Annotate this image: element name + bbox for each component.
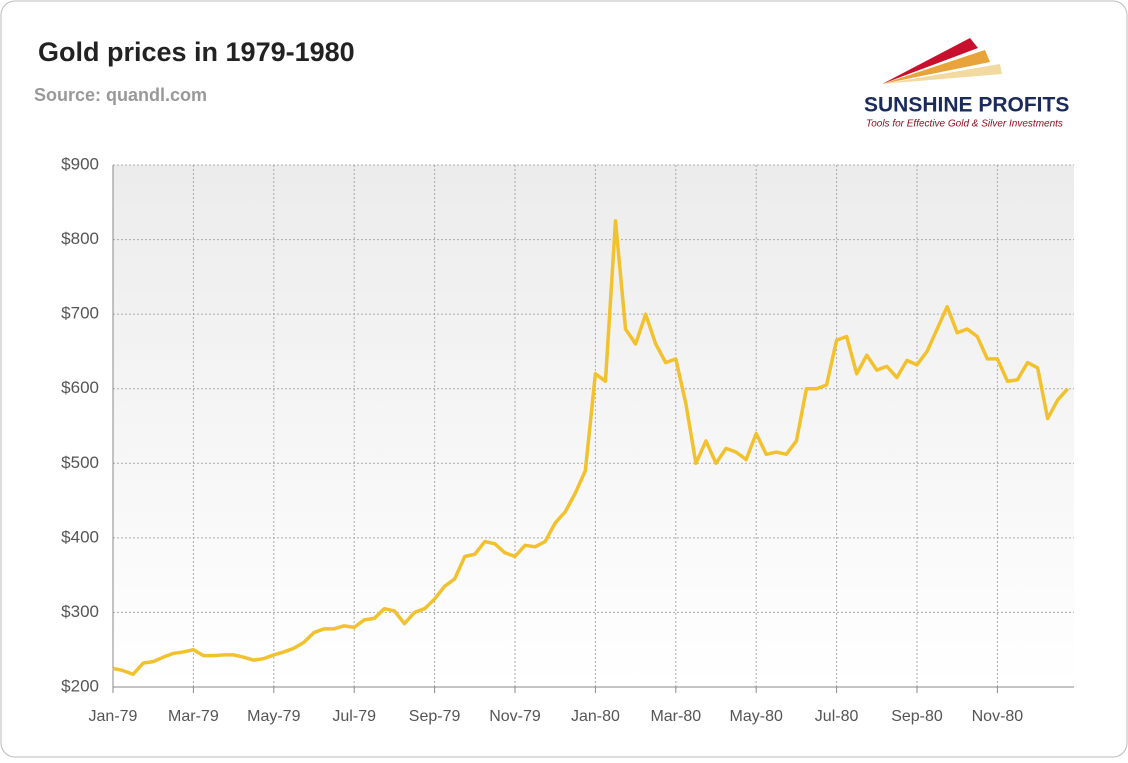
chart-subtitle: Source: quandl.com [34,85,207,105]
x-tick-label: Jan-80 [571,708,620,725]
y-tick-label: $800 [61,229,99,248]
x-tick-label: Nov-80 [972,708,1024,725]
logo: SUNSHINE PROFITS Tools for Effective Gol… [864,38,1069,130]
y-tick-label: $700 [61,304,99,323]
y-tick-label: $500 [61,453,99,472]
x-tick-label: Nov-79 [489,708,541,725]
y-tick-label: $600 [61,378,99,397]
logo-name: SUNSHINE PROFITS [864,94,1069,117]
x-tick-label: Jul-79 [332,708,376,725]
y-tick-label: $900 [61,154,99,173]
x-tick-label: May-80 [730,708,783,725]
x-tick-label: Jul-80 [815,708,859,725]
y-tick-label: $300 [61,602,99,621]
logo-ray [882,38,978,84]
x-tick-label: Sep-80 [891,708,943,725]
price-line [112,219,1070,677]
x-tick-label: Mar-79 [168,708,219,725]
y-tick-label: $200 [61,676,99,695]
plot-area [113,165,1074,687]
chart-title: Gold prices in 1979-1980 [38,37,355,67]
logo-ray [882,50,990,84]
y-tick-label: $400 [61,527,99,546]
x-tick-label: May-79 [247,708,300,725]
logo-tagline: Tools for Effective Gold & Silver Invest… [866,119,1063,130]
x-tick-label: Jan-79 [89,708,138,725]
x-tick-label: Mar-80 [650,708,701,725]
x-tick-label: Sep-79 [409,708,461,725]
logo-ray [882,64,1002,84]
